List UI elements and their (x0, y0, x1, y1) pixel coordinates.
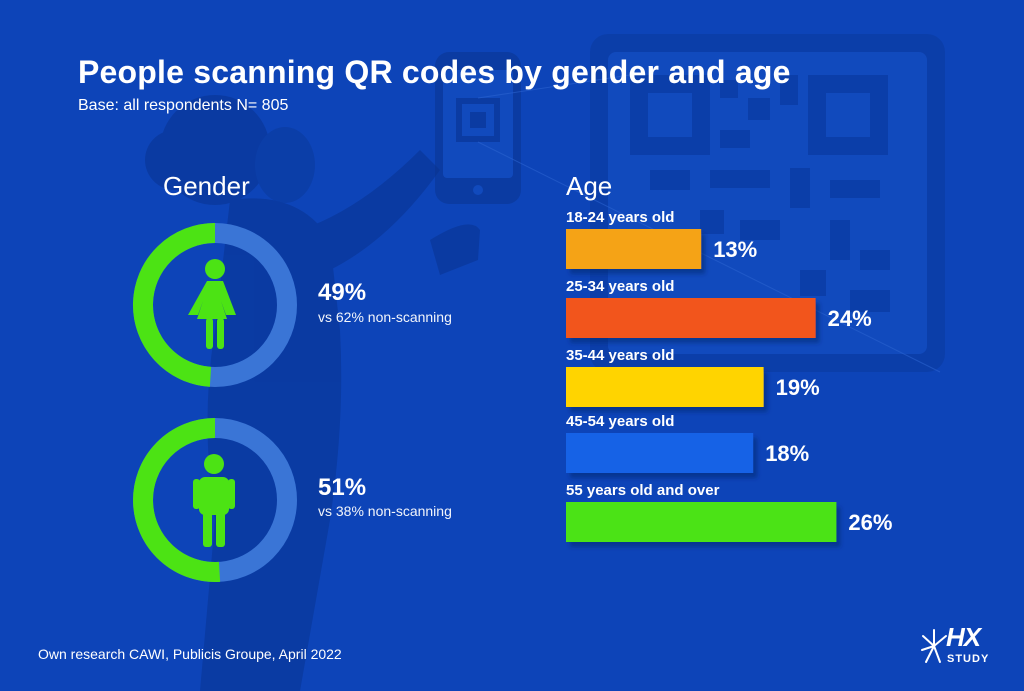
bar-value-label: 26% (848, 510, 892, 535)
donut-slice-male (133, 418, 221, 582)
chart-title: People scanning QR codes by gender and a… (78, 54, 791, 90)
male-note: vs 38% non-scanning (318, 503, 452, 519)
bar-category-label: 55 years old and over (566, 482, 720, 499)
age-bar (566, 367, 764, 407)
age-bar (566, 433, 754, 473)
male-person-icon (193, 454, 235, 547)
age-bar (566, 229, 702, 269)
gender-heading: Gender (163, 171, 250, 201)
donut-slice-female (133, 223, 216, 387)
source-note: Own research CAWI, Publicis Groupe, Apri… (38, 646, 342, 662)
male-percentage: 51% (318, 474, 367, 501)
bar-category-label: 18-24 years old (566, 209, 674, 226)
age-bar (566, 502, 837, 542)
bar-value-label: 24% (828, 306, 872, 331)
age-heading: Age (566, 171, 613, 201)
bar-value-label: 13% (713, 237, 757, 262)
background-qr-code-icon (590, 34, 945, 372)
age-bar (566, 298, 816, 338)
female-person-icon (188, 259, 236, 349)
logo-mark: HX (946, 622, 981, 652)
bar-value-label: 19% (776, 375, 820, 400)
logo-star-icon (921, 629, 947, 663)
bar-category-label: 45-54 years old (566, 413, 674, 430)
female-note: vs 62% non-scanning (318, 309, 452, 325)
bar-category-label: 35-44 years old (566, 347, 674, 364)
bar-category-label: 25-34 years old (566, 278, 674, 295)
hx-study-logo: HX STUDY (920, 622, 1000, 670)
logo-sub: STUDY (947, 653, 990, 665)
chart-subtitle: Base: all respondents N= 805 (78, 97, 289, 114)
female-percentage: 49% (318, 279, 367, 306)
bar-value-label: 18% (765, 441, 809, 466)
